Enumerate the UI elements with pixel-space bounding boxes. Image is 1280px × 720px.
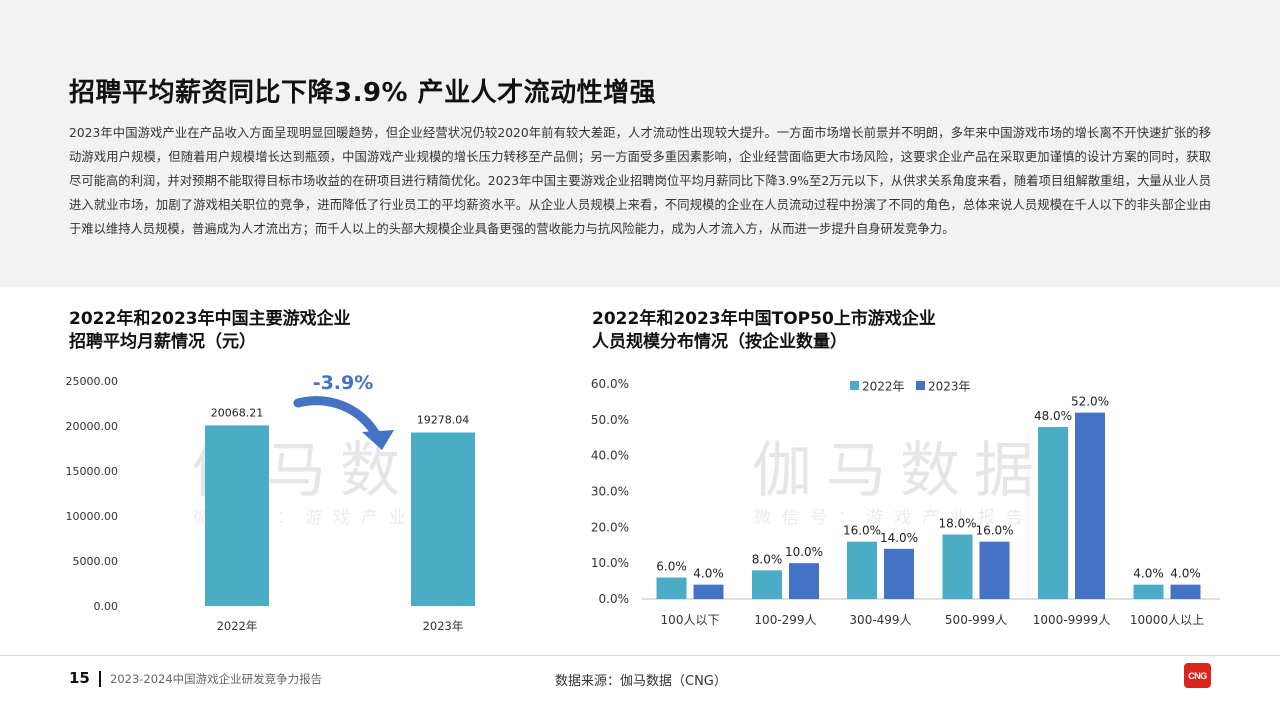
x-category-label: 300-499人 (849, 613, 911, 627)
headcount-chart-title-line-1: 2022年和2023年中国TOP50上市游戏企业 (592, 309, 936, 329)
legend-label: 2023年 (928, 380, 971, 394)
y-tick-label: 30.0% (591, 485, 629, 499)
salary-bar-chart: 0.00 5000.00 10000.00 15000.00 20000.00 25000… (66, 372, 475, 633)
x-category-label: 500-999人 (945, 613, 1007, 627)
bar-value-label: 19278.04 (417, 413, 470, 426)
headcount-bar (847, 541, 877, 599)
x-category-label: 100-299人 (754, 613, 816, 627)
bar-value-label: 16.0% (843, 524, 881, 538)
x-category-label: 2022年 (217, 619, 258, 633)
salary-chart-title: 2022年和2023年中国主要游戏企业 招聘平均月薪情况（元） (69, 308, 351, 354)
y-tick-label: 25000.00 (66, 375, 119, 388)
y-tick-label: 5000.00 (73, 555, 119, 568)
decline-arrow-head (362, 430, 394, 450)
y-tick-label: 60.0% (591, 377, 629, 391)
y-tick-label: 0.0% (599, 592, 630, 606)
bar-value-label: 48.0% (1034, 409, 1072, 423)
salary-chart-title-line-1: 2022年和2023年中国主要游戏企业 (69, 309, 351, 329)
page-number: 15 (69, 669, 90, 687)
cng-logo: CNG (1184, 663, 1211, 688)
headcount-bar (1170, 584, 1201, 599)
y-tick-label: 15000.00 (66, 465, 119, 478)
headcount-bar (656, 577, 687, 599)
x-category-label: 10000人以上 (1130, 613, 1204, 627)
bar-value-label: 52.0% (1071, 395, 1109, 409)
bar-value-label: 18.0% (938, 517, 976, 531)
headcount-bar (1038, 427, 1068, 599)
headcount-chart-title: 2022年和2023年中国TOP50上市游戏企业 人员规模分布情况（按企业数量） (592, 308, 936, 354)
headcount-bar (789, 563, 819, 599)
bar-value-label: 6.0% (656, 560, 687, 574)
y-tick-label: 10.0% (591, 556, 629, 570)
y-tick-label: 50.0% (591, 413, 629, 427)
headcount-bar (693, 584, 724, 599)
salary-bar (205, 425, 269, 606)
bar-value-label: 4.0% (1133, 567, 1164, 581)
legend-label: 2022年 (862, 380, 905, 394)
legend-swatch (850, 381, 859, 390)
salary-chart-title-line-2: 招聘平均月薪情况（元） (69, 332, 256, 352)
headcount-bar (884, 548, 914, 599)
headcount-bar (942, 534, 973, 599)
footer-separator (99, 671, 101, 687)
y-tick-label: 20.0% (591, 520, 629, 534)
decline-annotation: -3.9% (313, 372, 374, 394)
y-tick-label: 0.00 (94, 600, 119, 613)
x-category-label: 100人以下 (661, 613, 720, 627)
footer-divider (0, 655, 1280, 656)
bar-value-label: 4.0% (1170, 567, 1201, 581)
x-category-label: 2023年 (423, 619, 464, 633)
bar-value-label: 8.0% (752, 552, 783, 566)
decline-arrow (293, 396, 383, 443)
headcount-bar (1075, 412, 1105, 599)
bar-value-label: 20068.21 (211, 406, 264, 419)
y-tick-label: 10000.00 (66, 510, 119, 523)
headcount-bar-chart: 2022年 2023年 0.0% 10.0% 20.0% 30.0% 40.0% 50.0%… (591, 377, 1220, 627)
headcount-bar (752, 570, 782, 599)
intro-background (0, 0, 1280, 287)
headcount-bar (979, 541, 1010, 599)
legend-swatch (916, 381, 925, 390)
data-source: 数据来源：伽马数据（CNG） (555, 674, 727, 689)
x-category-label: 1000-9999人 (1033, 613, 1110, 627)
headcount-bar (1133, 584, 1164, 599)
y-tick-label: 40.0% (591, 449, 629, 463)
salary-bar (411, 432, 475, 606)
chart-legend: 2022年 2023年 (850, 380, 971, 394)
intro-paragraph: 2023年中国游戏产业在产品收入方面呈现明显回暖趋势，但企业经营状况仍较2020… (69, 126, 1211, 236)
y-tick-label: 20000.00 (66, 420, 119, 433)
bar-value-label: 4.0% (693, 567, 724, 581)
report-name: 2023-2024中国游戏企业研发竞争力报告 (110, 672, 323, 686)
bar-value-label: 10.0% (785, 545, 823, 559)
bar-value-label: 16.0% (975, 524, 1013, 538)
bar-value-label: 14.0% (880, 531, 918, 545)
headcount-chart-title-line-2: 人员规模分布情况（按企业数量） (592, 332, 847, 352)
page-headline: 招聘平均薪资同比下降3.9% 产业人才流动性增强 (69, 78, 657, 108)
